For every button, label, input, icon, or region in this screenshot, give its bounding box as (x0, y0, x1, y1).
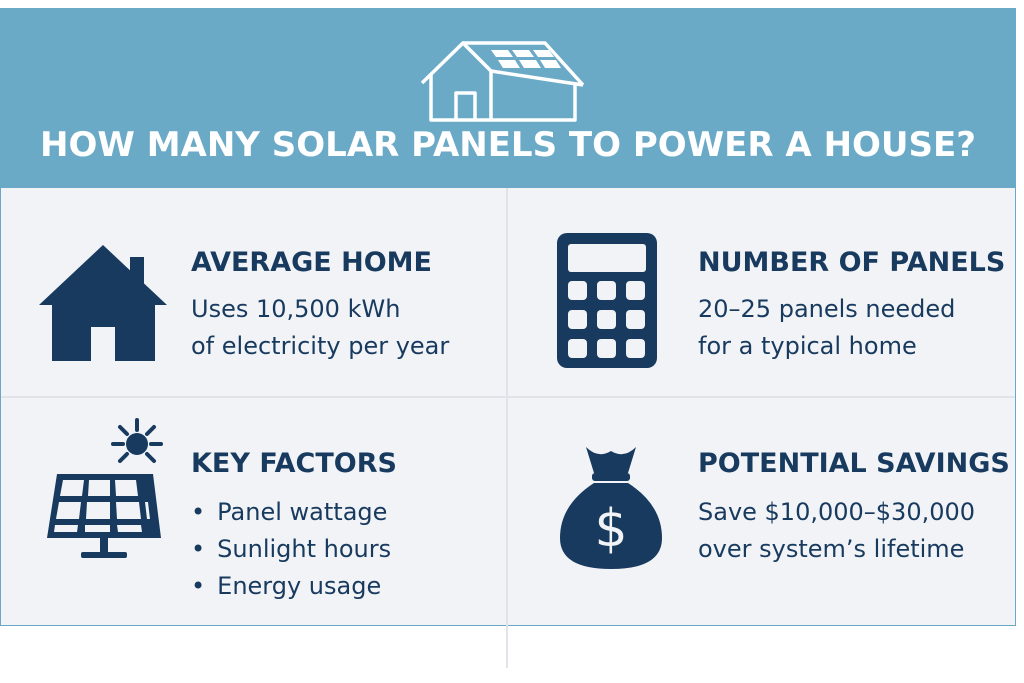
list-item: Sunlight hours (191, 531, 391, 568)
panel-line: of electricity per year (191, 332, 450, 360)
panel-potential-savings: $ POTENTIAL SAVINGS Save $10,000–$30,000… (508, 398, 1015, 625)
panel-text: Uses 10,500 kWh of electricity per year (191, 291, 449, 365)
panel-average-home: AVERAGE HOME Uses 10,500 kWh of electric… (1, 188, 506, 396)
page-title: HOW MANY SOLAR PANELS TO POWER A HOUSE? (40, 125, 976, 165)
list-item: Panel wattage (191, 494, 391, 531)
panel-title: KEY FACTORS (191, 448, 397, 479)
panel-key-factors: KEY FACTORS Panel wattage Sunlight hours… (1, 398, 506, 625)
vertical-divider (506, 188, 508, 668)
header-banner: HOW MANY SOLAR PANELS TO POWER A HOUSE? (1, 9, 1015, 188)
list-item: Energy usage (191, 568, 391, 605)
house-icon (39, 245, 167, 361)
money-bag-icon: $ (560, 447, 662, 569)
panel-line: over system’s lifetime (698, 535, 965, 563)
solar-panel-sun-icon (47, 418, 163, 558)
calculator-icon (557, 233, 657, 368)
info-grid: AVERAGE HOME Uses 10,500 kWh of electric… (1, 188, 1015, 668)
panel-title: NUMBER OF PANELS (698, 247, 1006, 278)
panel-line: 20–25 panels needed (698, 295, 956, 323)
infographic: HOW MANY SOLAR PANELS TO POWER A HOUSE? … (0, 8, 1016, 668)
panel-title: AVERAGE HOME (191, 247, 432, 278)
svg-text:$: $ (594, 499, 627, 559)
panel-line: Save $10,000–$30,000 (698, 498, 976, 526)
panel-line: Uses 10,500 kWh (191, 295, 401, 323)
house-with-solar-panels-icon (420, 41, 585, 122)
panel-line: for a typical home (698, 332, 917, 360)
factor-list: Panel wattage Sunlight hours Energy usag… (191, 494, 391, 605)
panel-title: POTENTIAL SAVINGS (698, 448, 1010, 479)
horizontal-divider (1, 396, 1015, 398)
panel-number-of-panels: NUMBER OF PANELS 20–25 panels needed for… (508, 188, 1015, 396)
panel-text: Save $10,000–$30,000 over system’s lifet… (698, 494, 975, 568)
panel-text: 20–25 panels needed for a typical home (698, 291, 955, 365)
